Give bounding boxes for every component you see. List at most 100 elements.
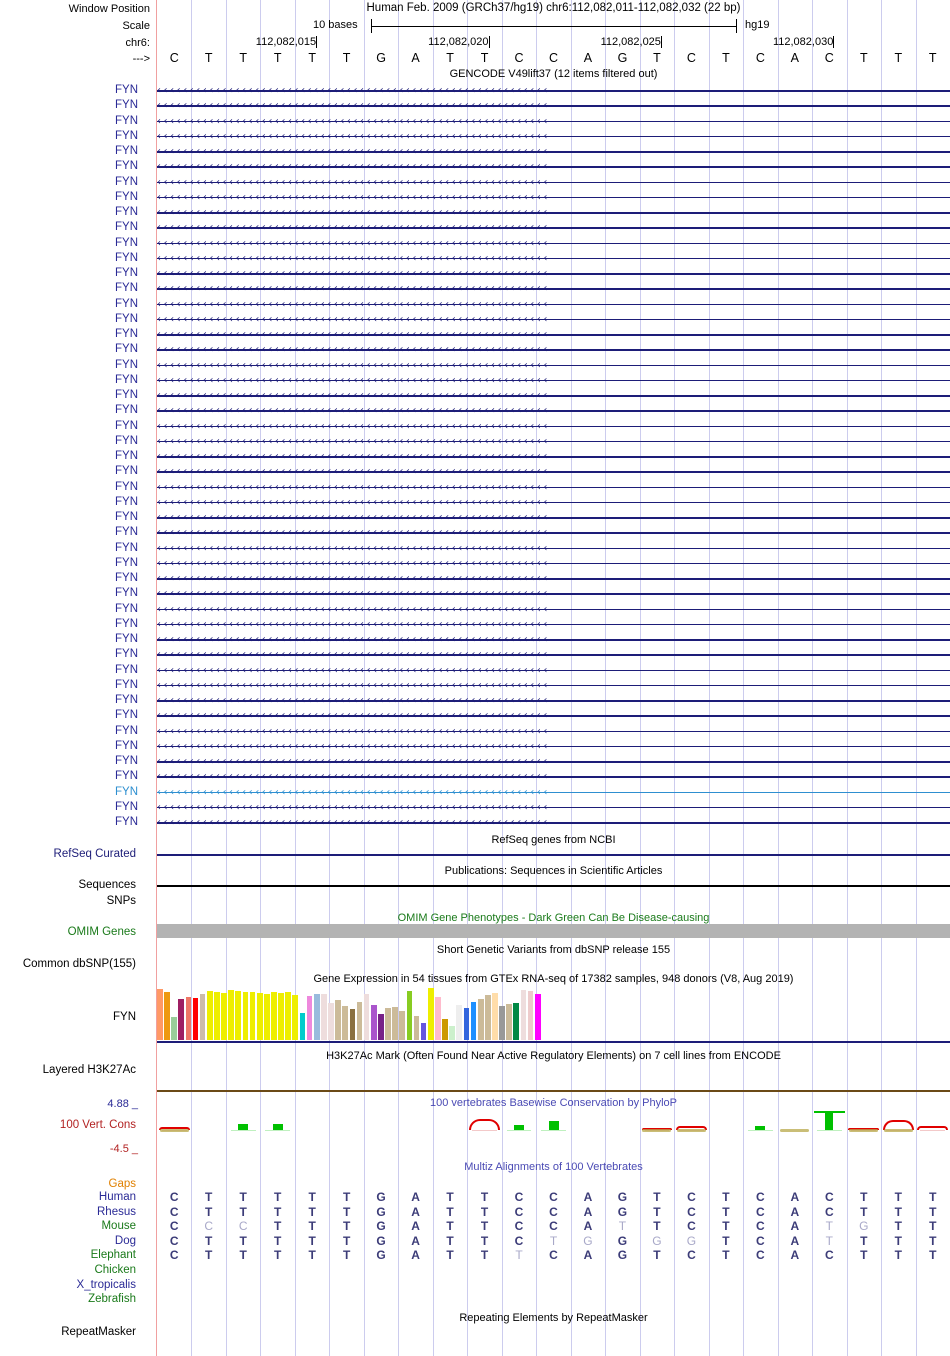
gtex-tissue-bar[interactable] — [506, 1003, 513, 1040]
gencode-gene-label[interactable]: FYN — [115, 633, 138, 645]
gtex-tissue-bar[interactable] — [335, 1000, 341, 1040]
gencode-transcript-row[interactable]: FYN ‹‹‹‹‹‹‹‹‹‹‹‹‹‹‹‹‹‹‹‹‹‹‹‹‹‹‹‹‹‹‹‹‹‹‹‹‹… — [0, 84, 950, 97]
gencode-gene-label[interactable]: FYN — [115, 511, 138, 523]
gtex-tissue-bar[interactable] — [306, 996, 313, 1040]
gencode-transcript-row[interactable]: FYN ‹‹‹‹‹‹‹‹‹‹‹‹‹‹‹‹‹‹‹‹‹‹‹‹‹‹‹‹‹‹‹‹‹‹‹‹‹… — [0, 633, 950, 646]
gencode-transcript-row[interactable]: FYN ‹‹‹‹‹‹‹‹‹‹‹‹‹‹‹‹‹‹‹‹‹‹‹‹‹‹‹‹‹‹‹‹‹‹‹‹‹… — [0, 786, 950, 799]
gtex-tissue-bar[interactable] — [520, 990, 527, 1040]
gtex-tissue-bar[interactable] — [427, 988, 434, 1040]
gencode-transcript-row[interactable]: FYN ‹‹‹‹‹‹‹‹‹‹‹‹‹‹‹‹‹‹‹‹‹‹‹‹‹‹‹‹‹‹‹‹‹‹‹‹‹… — [0, 221, 950, 234]
gencode-transcript-row[interactable]: FYN ‹‹‹‹‹‹‹‹‹‹‹‹‹‹‹‹‹‹‹‹‹‹‹‹‹‹‹‹‹‹‹‹‹‹‹‹‹… — [0, 526, 950, 539]
gencode-transcript-row[interactable]: FYN ‹‹‹‹‹‹‹‹‹‹‹‹‹‹‹‹‹‹‹‹‹‹‹‹‹‹‹‹‹‹‹‹‹‹‹‹‹… — [0, 694, 950, 707]
gtex-tissue-bar[interactable] — [449, 1026, 456, 1040]
gtex-tissue-bar[interactable] — [292, 995, 299, 1040]
gtex-tissue-bar[interactable] — [492, 993, 498, 1040]
gencode-transcript-row[interactable]: FYN ‹‹‹‹‹‹‹‹‹‹‹‹‹‹‹‹‹‹‹‹‹‹‹‹‹‹‹‹‹‹‹‹‹‹‹‹‹… — [0, 252, 950, 265]
gencode-transcript-row[interactable]: FYN ‹‹‹‹‹‹‹‹‹‹‹‹‹‹‹‹‹‹‹‹‹‹‹‹‹‹‹‹‹‹‹‹‹‹‹‹‹… — [0, 740, 950, 753]
gencode-gene-label[interactable]: FYN — [115, 816, 138, 828]
gtex-tissue-bar[interactable] — [206, 991, 213, 1040]
gtex-tissue-bar[interactable] — [363, 994, 370, 1040]
gencode-transcript-row[interactable]: FYN ‹‹‹‹‹‹‹‹‹‹‹‹‹‹‹‹‹‹‹‹‹‹‹‹‹‹‹‹‹‹‹‹‹‹‹‹‹… — [0, 267, 950, 280]
gencode-transcript-row[interactable]: FYN ‹‹‹‹‹‹‹‹‹‹‹‹‹‹‹‹‹‹‹‹‹‹‹‹‹‹‹‹‹‹‹‹‹‹‹‹‹… — [0, 328, 950, 341]
gencode-gene-label[interactable]: FYN — [115, 770, 138, 783]
gencode-transcript-row[interactable]: FYN ‹‹‹‹‹‹‹‹‹‹‹‹‹‹‹‹‹‹‹‹‹‹‹‹‹‹‹‹‹‹‹‹‹‹‹‹‹… — [0, 282, 950, 295]
gtex-tissue-bar[interactable] — [271, 992, 277, 1040]
multiz-species-label[interactable]: Dog — [114, 1234, 136, 1247]
gencode-gene-label[interactable]: FYN — [115, 434, 138, 447]
gencode-transcript-row[interactable]: FYN ‹‹‹‹‹‹‹‹‹‹‹‹‹‹‹‹‹‹‹‹‹‹‹‹‹‹‹‹‹‹‹‹‹‹‹‹‹… — [0, 465, 950, 478]
gencode-transcript-row[interactable]: FYN ‹‹‹‹‹‹‹‹‹‹‹‹‹‹‹‹‹‹‹‹‹‹‹‹‹‹‹‹‹‹‹‹‹‹‹‹‹… — [0, 404, 950, 417]
gtex-tissue-bar[interactable] — [534, 994, 541, 1040]
gtex-tissue-bar[interactable] — [320, 994, 327, 1040]
gencode-gene-label[interactable]: FYN — [115, 663, 138, 676]
gencode-gene-label[interactable]: FYN — [115, 114, 138, 127]
omim-track-label[interactable]: OMIM Genes — [67, 926, 136, 938]
gtex-tissue-bar[interactable] — [157, 989, 163, 1040]
gtex-tissue-bar[interactable] — [185, 997, 192, 1040]
gencode-transcript-row[interactable]: FYN ‹‹‹‹‹‹‹‹‹‹‹‹‹‹‹‹‹‹‹‹‹‹‹‹‹‹‹‹‹‹‹‹‹‹‹‹‹… — [0, 343, 950, 356]
gtex-tissue-bar[interactable] — [263, 994, 270, 1040]
gtex-tissue-bar[interactable] — [406, 991, 413, 1040]
gencode-gene-label[interactable]: FYN — [115, 312, 138, 325]
gencode-gene-label[interactable]: FYN — [115, 602, 138, 615]
gtex-tissue-bar[interactable] — [399, 1010, 406, 1040]
gencode-transcript-row[interactable]: FYN ‹‹‹‹‹‹‹‹‹‹‹‹‹‹‹‹‹‹‹‹‹‹‹‹‹‹‹‹‹‹‹‹‹‹‹‹‹… — [0, 648, 950, 661]
gtex-tissue-bar[interactable] — [313, 994, 320, 1040]
gtex-tissue-bar[interactable] — [456, 1004, 463, 1040]
gencode-transcript-row[interactable]: FYN ‹‹‹‹‹‹‹‹‹‹‹‹‹‹‹‹‹‹‹‹‹‹‹‹‹‹‹‹‹‹‹‹‹‹‹‹‹… — [0, 450, 950, 463]
gtex-tissue-bar[interactable] — [278, 992, 284, 1040]
gencode-gene-label[interactable]: FYN — [115, 419, 138, 432]
gencode-transcript-row[interactable]: FYN ‹‹‹‹‹‹‹‹‹‹‹‹‹‹‹‹‹‹‹‹‹‹‹‹‹‹‹‹‹‹‹‹‹‹‹‹‹… — [0, 603, 950, 616]
gencode-transcript-row[interactable]: FYN ‹‹‹‹‹‹‹‹‹‹‹‹‹‹‹‹‹‹‹‹‹‹‹‹‹‹‹‹‹‹‹‹‹‹‹‹‹… — [0, 801, 950, 814]
gencode-gene-label[interactable]: FYN — [115, 236, 138, 249]
gencode-transcript-row[interactable]: FYN ‹‹‹‹‹‹‹‹‹‹‹‹‹‹‹‹‹‹‹‹‹‹‹‹‹‹‹‹‹‹‹‹‹‹‹‹‹… — [0, 435, 950, 448]
gencode-gene-label[interactable]: FYN — [115, 785, 138, 798]
gencode-transcript-row[interactable]: FYN ‹‹‹‹‹‹‹‹‹‹‹‹‹‹‹‹‹‹‹‹‹‹‹‹‹‹‹‹‹‹‹‹‹‹‹‹‹… — [0, 618, 950, 631]
gencode-gene-label[interactable]: FYN — [115, 221, 138, 234]
gtex-tissue-bar[interactable] — [178, 999, 185, 1040]
multiz-species-label[interactable]: Elephant — [90, 1249, 136, 1262]
gtex-tissue-bar[interactable] — [385, 1007, 391, 1040]
gencode-transcript-row[interactable]: FYN ‹‹‹‹‹‹‹‹‹‹‹‹‹‹‹‹‹‹‹‹‹‹‹‹‹‹‹‹‹‹‹‹‹‹‹‹‹… — [0, 420, 950, 433]
gtex-tissue-bar[interactable] — [392, 1006, 398, 1040]
gtex-tissue-bar[interactable] — [235, 991, 242, 1040]
gencode-gene-label[interactable]: FYN — [115, 99, 138, 112]
conservation-plot[interactable] — [157, 1096, 950, 1158]
gencode-gene-label[interactable]: FYN — [115, 739, 138, 752]
gencode-gene-label[interactable]: FYN — [115, 755, 138, 767]
gencode-gene-label[interactable]: FYN — [115, 328, 138, 340]
gencode-gene-label[interactable]: FYN — [115, 175, 138, 188]
gencode-gene-label[interactable]: FYN — [115, 572, 138, 584]
gtex-tissue-bar[interactable] — [221, 993, 227, 1040]
conservation-track-label[interactable]: 100 Vert. Cons — [59, 1119, 136, 1131]
gencode-transcript-row[interactable]: FYN ‹‹‹‹‹‹‹‹‹‹‹‹‹‹‹‹‹‹‹‹‹‹‹‹‹‹‹‹‹‹‹‹‹‹‹‹‹… — [0, 816, 950, 829]
gtex-expression-barchart[interactable] — [157, 988, 542, 1040]
gtex-tissue-bar[interactable] — [435, 997, 441, 1040]
gtex-tissue-bar[interactable] — [499, 1005, 505, 1040]
gencode-transcript-row[interactable]: FYN ‹‹‹‹‹‹‹‹‹‹‹‹‹‹‹‹‹‹‹‹‹‹‹‹‹‹‹‹‹‹‹‹‹‹‹‹‹… — [0, 572, 950, 585]
gencode-gene-label[interactable]: FYN — [115, 358, 138, 371]
gtex-tissue-bar[interactable] — [164, 992, 170, 1040]
gencode-transcript-row[interactable]: FYN ‹‹‹‹‹‹‹‹‹‹‹‹‹‹‹‹‹‹‹‹‹‹‹‹‹‹‹‹‹‹‹‹‹‹‹‹‹… — [0, 99, 950, 112]
gtex-tissue-bar[interactable] — [463, 1007, 470, 1040]
gtex-tissue-bar[interactable] — [342, 1005, 349, 1040]
gencode-gene-label[interactable]: FYN — [115, 267, 138, 279]
gencode-gene-label[interactable]: FYN — [115, 495, 138, 508]
gencode-transcript-row[interactable]: FYN ‹‹‹‹‹‹‹‹‹‹‹‹‹‹‹‹‹‹‹‹‹‹‹‹‹‹‹‹‹‹‹‹‹‹‹‹‹… — [0, 115, 950, 128]
gencode-transcript-row[interactable]: FYN ‹‹‹‹‹‹‹‹‹‹‹‹‹‹‹‹‹‹‹‹‹‹‹‹‹‹‹‹‹‹‹‹‹‹‹‹‹… — [0, 664, 950, 677]
repeatmasker-track-label[interactable]: RepeatMasker — [61, 1326, 136, 1338]
gencode-gene-label[interactable]: FYN — [115, 556, 138, 569]
gencode-transcript-row[interactable]: FYN ‹‹‹‹‹‹‹‹‹‹‹‹‹‹‹‹‹‹‹‹‹‹‹‹‹‹‹‹‹‹‹‹‹‹‹‹‹… — [0, 542, 950, 555]
gencode-gene-label[interactable]: FYN — [115, 724, 138, 737]
multiz-species-label[interactable]: Zebrafish — [88, 1293, 136, 1306]
gencode-gene-label[interactable]: FYN — [115, 145, 138, 157]
gencode-transcript-row[interactable]: FYN ‹‹‹‹‹‹‹‹‹‹‹‹‹‹‹‹‹‹‹‹‹‹‹‹‹‹‹‹‹‹‹‹‹‹‹‹‹… — [0, 709, 950, 722]
gencode-gene-label[interactable]: FYN — [115, 389, 138, 401]
h3k27ac-track-label[interactable]: Layered H3K27Ac — [42, 1064, 136, 1076]
gencode-gene-label[interactable]: FYN — [115, 587, 138, 600]
gtex-tissue-bar[interactable] — [477, 999, 484, 1040]
gencode-gene-label[interactable]: FYN — [115, 648, 138, 661]
gencode-gene-label[interactable]: FYN — [115, 251, 138, 264]
gencode-gene-label[interactable]: FYN — [115, 800, 138, 813]
gencode-transcript-row[interactable]: FYN ‹‹‹‹‹‹‹‹‹‹‹‹‹‹‹‹‹‹‹‹‹‹‹‹‹‹‹‹‹‹‹‹‹‹‹‹‹… — [0, 725, 950, 738]
